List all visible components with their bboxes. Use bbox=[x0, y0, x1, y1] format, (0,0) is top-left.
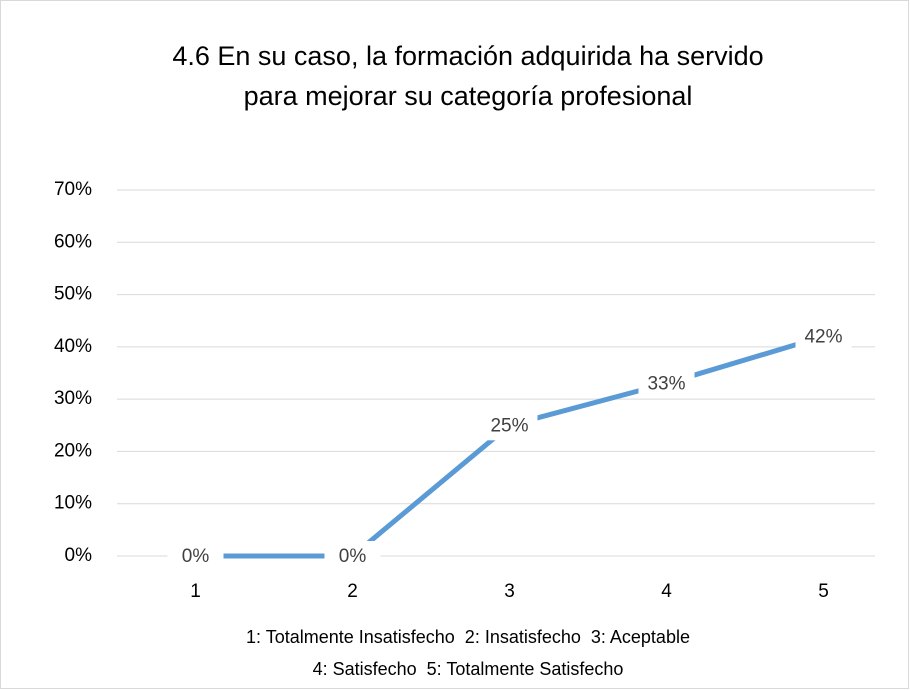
value-label-bg bbox=[638, 368, 695, 399]
y-tick-label: 50% bbox=[54, 284, 92, 305]
y-tick-label: 70% bbox=[54, 179, 92, 200]
chart-title: para mejorar su categoría profesional bbox=[244, 81, 693, 111]
y-tick-label: 0% bbox=[65, 545, 93, 566]
y-tick-label: 20% bbox=[54, 440, 92, 461]
x-tick-label: 3 bbox=[504, 581, 515, 602]
value-label-bg bbox=[324, 541, 381, 571]
value-label-bg bbox=[167, 541, 224, 571]
y-tick-label: 40% bbox=[54, 336, 92, 357]
x-tick-label: 1 bbox=[190, 581, 201, 602]
y-tick-label: 30% bbox=[54, 388, 92, 409]
value-label-bg bbox=[795, 321, 852, 352]
x-tick-label: 2 bbox=[347, 581, 358, 602]
x-tick-label: 4 bbox=[661, 581, 672, 602]
value-label: 0% bbox=[182, 546, 210, 567]
y-tick-label: 10% bbox=[54, 493, 92, 514]
value-label-bg bbox=[481, 410, 538, 441]
value-label: 0% bbox=[339, 546, 367, 567]
chart-title: 4.6 En su caso, la formación adquirida h… bbox=[172, 41, 763, 71]
footnote: 1: Totalmente Insatisfecho 2: Insatisfec… bbox=[246, 627, 690, 647]
x-tick-label: 5 bbox=[818, 581, 829, 602]
footnote: 4: Satisfecho 5: Totalmente Satisfecho bbox=[313, 659, 624, 679]
value-label: 42% bbox=[804, 326, 842, 347]
value-label: 25% bbox=[490, 415, 528, 436]
y-tick-label: 60% bbox=[54, 231, 92, 252]
value-label: 33% bbox=[647, 373, 685, 394]
